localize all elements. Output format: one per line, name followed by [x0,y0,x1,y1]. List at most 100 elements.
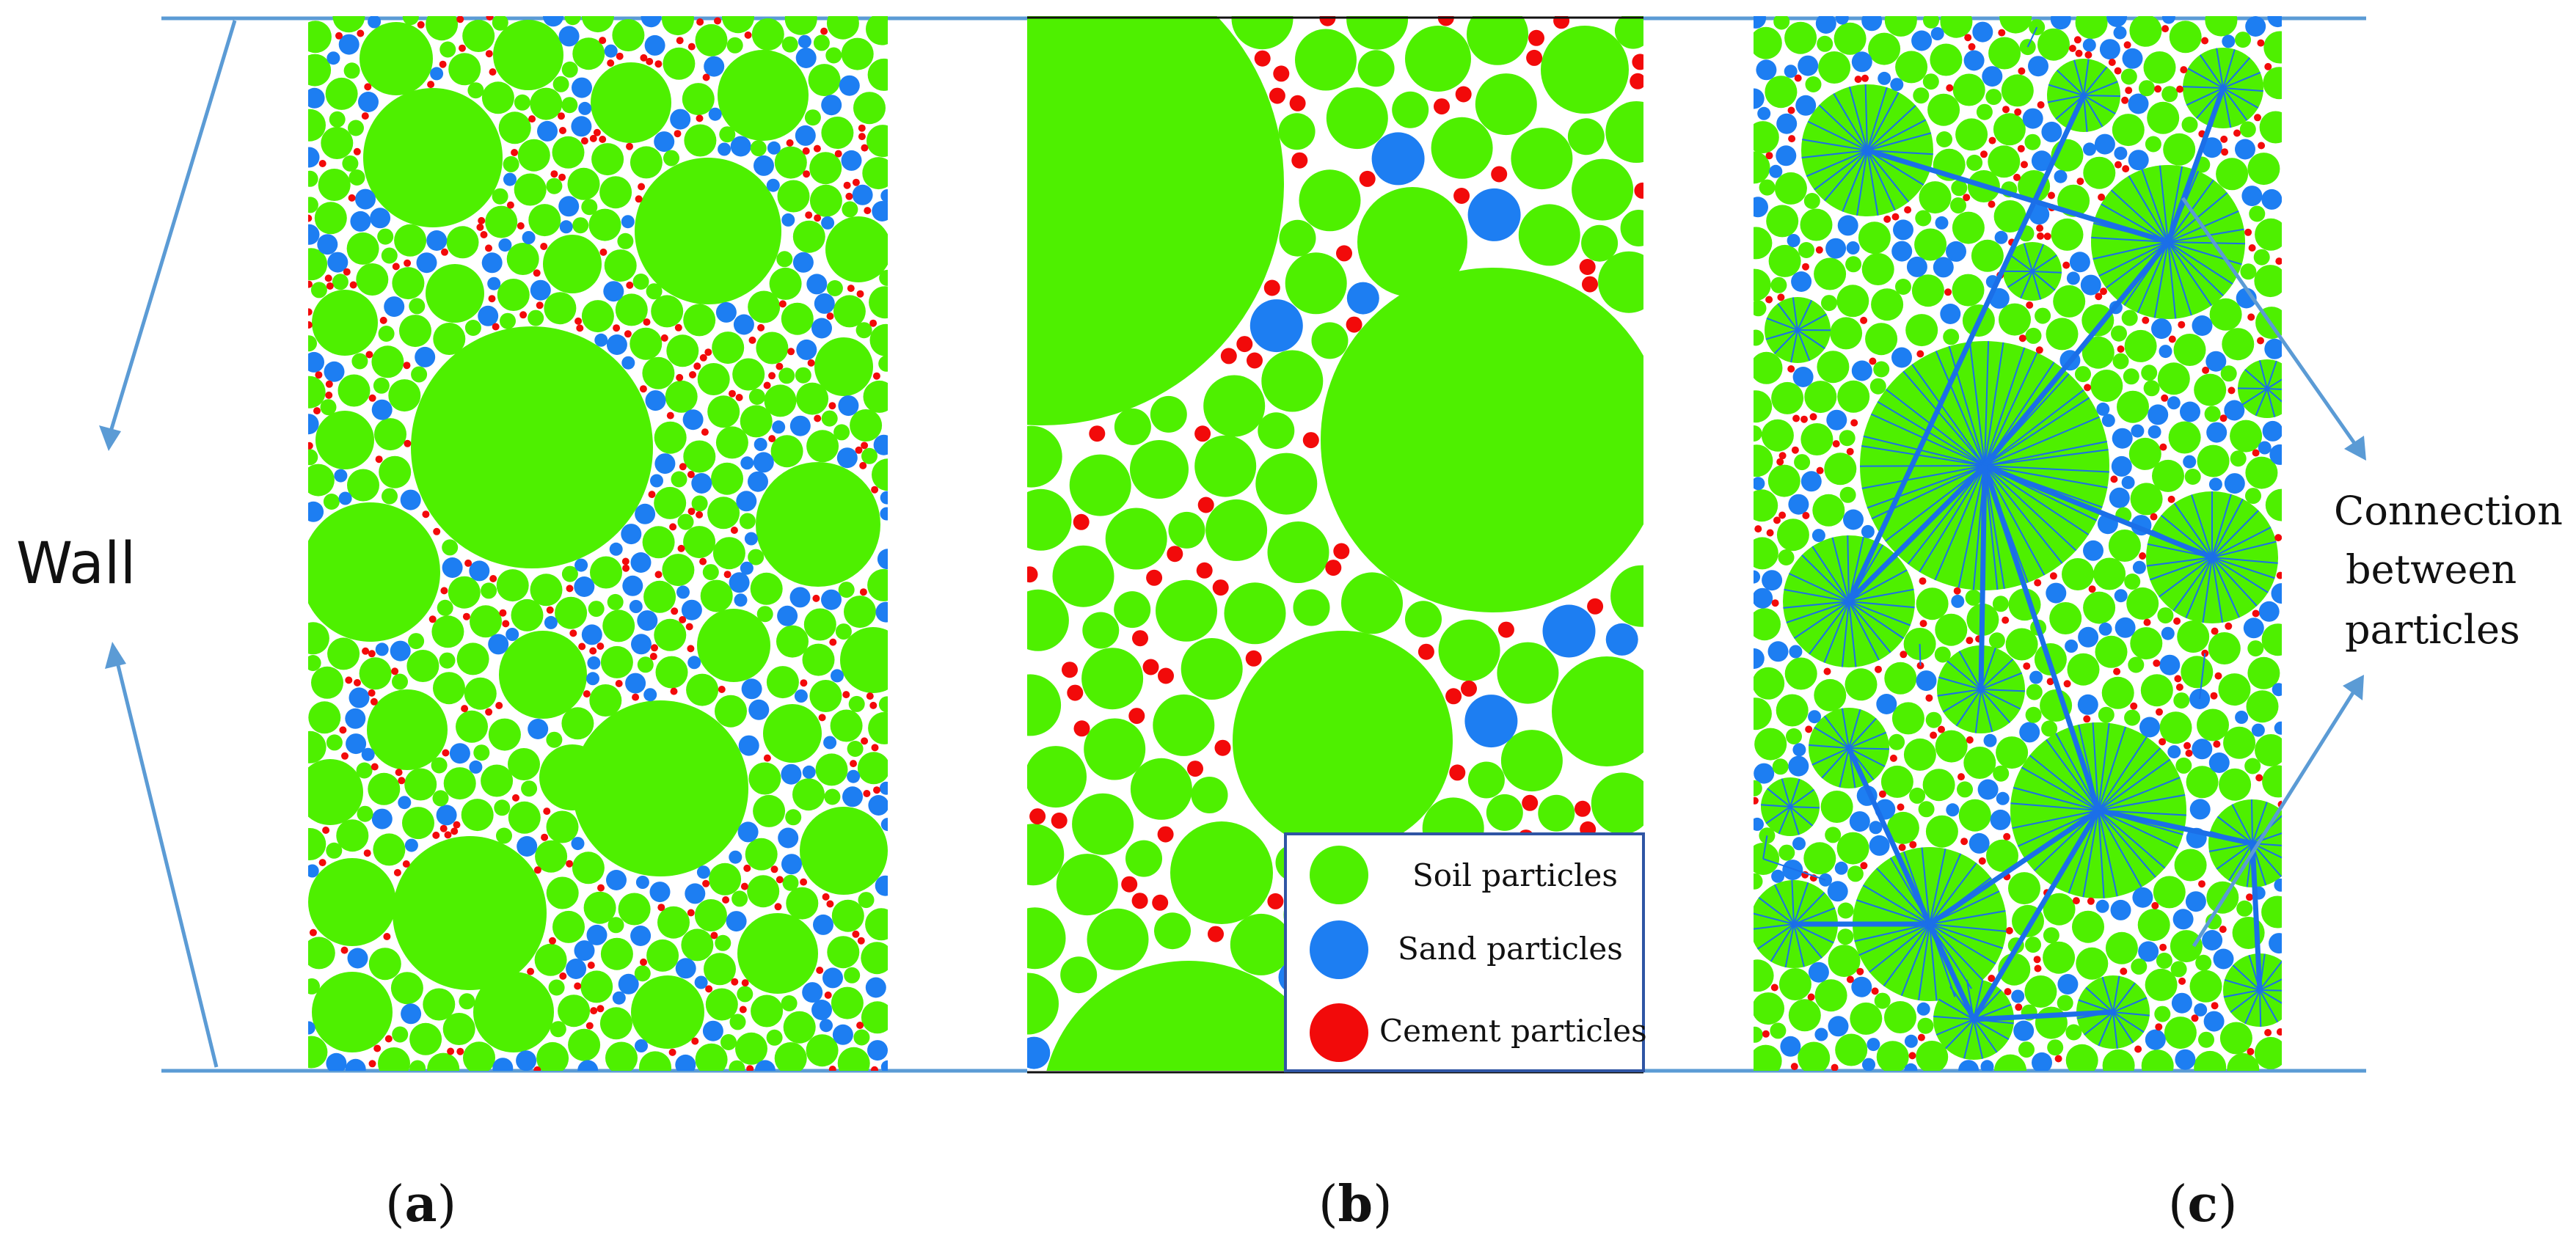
contact-spoke [2098,777,2181,811]
soil-particle [1965,589,1982,606]
cement-particle [861,144,869,152]
cement-particle [2214,672,2222,680]
contact-spoke [2211,541,2277,558]
soil-particle [2189,970,2222,1003]
cement-particle [447,1047,455,1055]
soil-particle [848,695,865,712]
soil-particle [2168,421,2201,454]
soil-particle [750,140,767,157]
contact-spoke [1784,588,1850,602]
contact-spoke [2141,169,2169,243]
soil-particle [464,320,481,336]
soil-particle [795,367,811,384]
cement-particle [2264,1029,2272,1036]
cement-particle [2004,988,2012,996]
cement-particle [1787,365,1795,373]
contact-spoke [1958,651,1982,690]
contact-spoke [1761,804,1791,807]
soil-particle [312,290,378,356]
soil-particle [740,405,773,438]
contact-spoke [2012,810,2099,829]
soil-particle [1786,728,1802,744]
cement-particle [676,373,684,381]
cement-particle [1634,182,1643,199]
soil-particle [555,596,588,629]
soil-particle [642,356,675,389]
sand-particle [696,865,710,879]
cement-particle [1792,414,1800,422]
cement-particle [2017,144,2025,153]
sand-particle [1963,50,1985,71]
sand-particle [781,763,802,785]
sand-particle [641,16,662,28]
cement-particle [693,362,701,370]
soil-particle [492,16,508,31]
cement-particle [822,893,830,901]
contact-spoke [1814,150,1868,191]
soil-particle [498,111,531,144]
cement-particle [2043,232,2051,241]
cement-particle [824,991,832,999]
soil-particle [844,596,876,629]
cement-particle [558,112,565,120]
cement-particle [2110,475,2118,483]
contact-spoke [2230,989,2261,1013]
cement-particle [440,587,448,595]
cement-particle [702,73,710,81]
soil-particle [1943,329,1960,345]
cement-particle [1587,598,1604,615]
soil-particle [747,875,780,908]
sand-particle [347,948,368,969]
sand-particle [2194,1003,2208,1017]
contact-spoke [1811,546,1850,602]
soil-particle [411,326,653,568]
soil-particle [2128,437,2161,470]
soil-particle [879,269,888,286]
contact-spoke [1877,400,1985,466]
contact-spoke [1856,150,1868,216]
cement-particle [857,937,865,945]
cement-particle [1167,546,1183,563]
sand-particle [426,230,448,251]
soil-particle [781,302,814,335]
cement-particle [1875,665,1882,673]
soil-particle [1925,711,1942,728]
contact-spoke [1773,884,1795,925]
sand-particle [571,837,585,851]
contact-spoke [1867,150,1933,155]
soil-particle [1821,295,1837,312]
contact-spoke [1963,1019,1974,1059]
cement-particle [654,571,663,579]
cement-particle [651,644,658,652]
contact-spoke [2055,733,2099,811]
soil-particle [572,217,589,234]
cement-particle [2026,301,2034,309]
sand-particle [831,669,844,683]
cement-particle [1158,667,1174,684]
cement-particle [723,571,731,579]
cement-particle [1157,826,1174,843]
soil-particle [2141,1050,2174,1071]
sand-particle [1983,733,1997,747]
sand-particle [676,585,690,599]
cement-particle [1073,513,1090,530]
sand-particle [2080,274,2101,296]
soil-particle [814,337,873,396]
cement-particle [1778,511,1787,519]
sand-particle [754,438,767,451]
cement-particle [2049,572,2057,580]
soil-particle [1988,145,2021,178]
soil-particle [2130,483,2163,516]
soil-particle [409,1060,426,1071]
cement-particle [364,83,372,91]
cement-particle [812,594,820,602]
cement-particle [566,585,574,593]
cement-particle [861,737,869,745]
sand-particle [1951,594,1965,608]
force-chain [1978,465,1988,690]
soil-particle [2105,931,2138,964]
soil-particle [2090,370,2123,402]
contact-spoke [2098,722,2110,811]
contact-spoke [2098,810,2118,897]
cement-particle [371,763,379,771]
